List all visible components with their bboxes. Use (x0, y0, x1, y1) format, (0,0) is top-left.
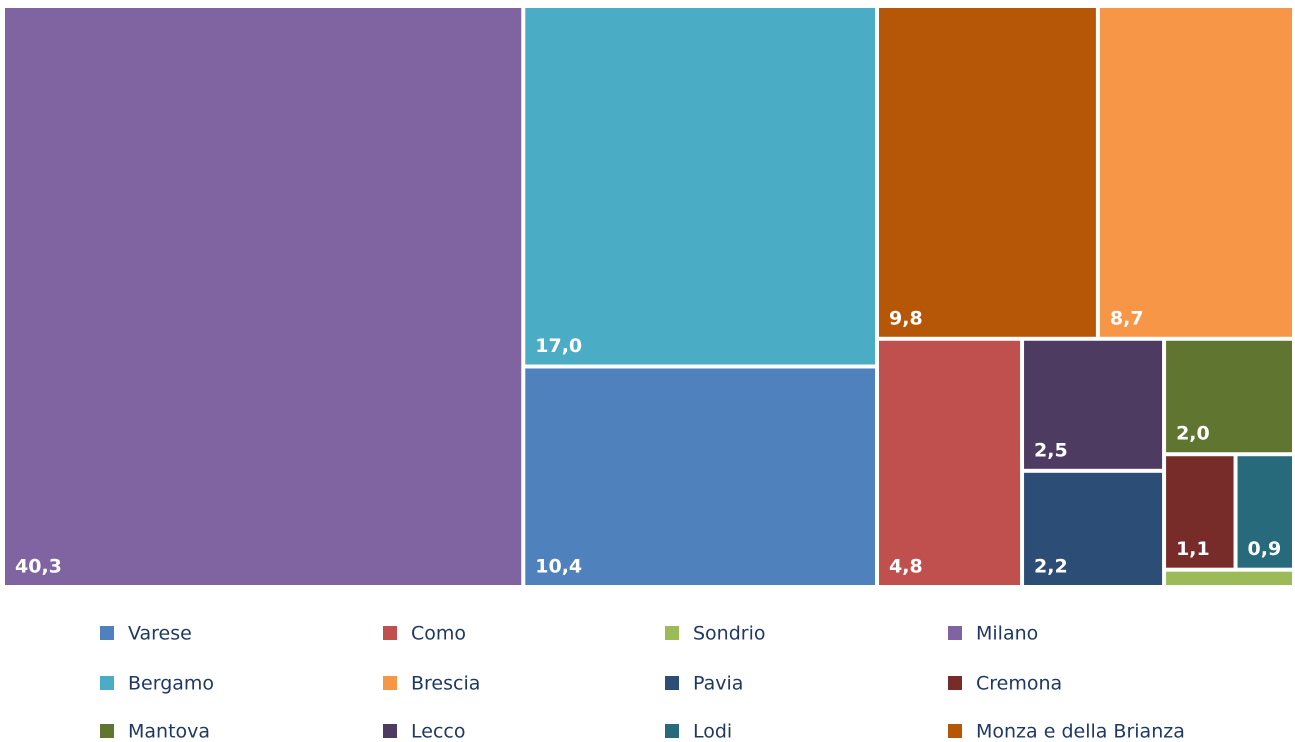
legend-label: Milano (976, 623, 1038, 645)
value-label: 8,7 (1110, 307, 1144, 329)
legend-swatch (383, 626, 397, 640)
legend-swatch (100, 676, 114, 690)
treemap-tile (1237, 456, 1292, 568)
legend-label: Brescia (411, 673, 480, 695)
treemap-tile (1099, 8, 1292, 337)
value-label: 10,4 (535, 556, 582, 578)
value-label: 40,3 (15, 556, 62, 578)
legend-label: Pavia (693, 673, 743, 695)
value-label: 17,0 (535, 335, 582, 357)
legend-swatch (383, 676, 397, 690)
treemap-tile (879, 340, 1021, 585)
treemap-tile (1024, 472, 1163, 585)
legend-label: Como (411, 623, 466, 645)
legend-label: Bergamo (128, 673, 214, 695)
treemap-tile (525, 8, 876, 365)
legend-swatch (100, 724, 114, 738)
treemap-tile (879, 8, 1096, 337)
treemap-tile (5, 8, 522, 585)
legend-swatch (100, 626, 114, 640)
value-label: 4,8 (889, 556, 923, 578)
legend-label: Lecco (411, 721, 465, 742)
treemap-tile (525, 368, 876, 585)
legend-swatch (665, 724, 679, 738)
treemap-tile (1024, 340, 1163, 469)
legend-label: Varese (128, 623, 192, 645)
legend-swatch (948, 626, 962, 640)
treemap-tile (1166, 456, 1234, 568)
legend-swatch (383, 724, 397, 738)
value-label: 9,8 (889, 307, 923, 329)
legend-label: Cremona (976, 673, 1062, 695)
legend-swatch (665, 676, 679, 690)
legend-swatch (948, 676, 962, 690)
value-label: 1,1 (1176, 538, 1210, 560)
legend-label: Sondrio (693, 623, 766, 645)
legend-swatch (665, 626, 679, 640)
legend-label: Mantova (128, 721, 210, 742)
value-label: 2,5 (1034, 439, 1068, 461)
treemap-tile (1166, 340, 1292, 453)
treemap-tile (1166, 571, 1292, 585)
value-label: 2,2 (1034, 556, 1068, 578)
value-label: 0,9 (1248, 538, 1282, 560)
value-label: 2,0 (1176, 423, 1210, 445)
legend-label: Lodi (693, 721, 732, 742)
legend-label: Monza e della Brianza (976, 721, 1185, 742)
legend-swatch (948, 724, 962, 738)
